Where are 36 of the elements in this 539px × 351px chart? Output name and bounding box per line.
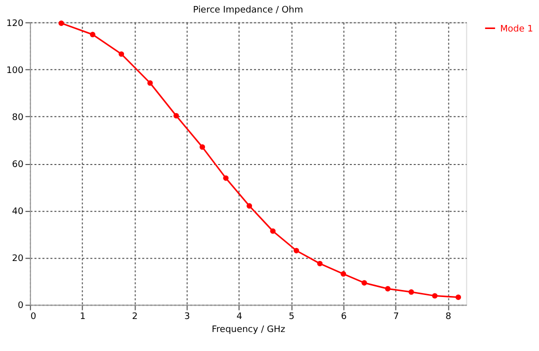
y-tick-label: 0 [18, 301, 24, 312]
point [58, 20, 64, 26]
x-tick-label: 3 [184, 312, 190, 322]
point [456, 294, 462, 300]
point [408, 289, 414, 295]
point [294, 248, 300, 254]
point [200, 144, 206, 150]
y-tick-label: 40 [12, 207, 24, 218]
point [362, 280, 368, 286]
point [246, 203, 252, 209]
x-tick-label: 8 [445, 312, 452, 322]
point [147, 80, 153, 86]
y-tick-label: 60 [12, 160, 24, 170]
y-tick-label: 120 [6, 18, 24, 29]
x-tick-label: 6 [341, 312, 348, 322]
x-axis-title: Frequency / GHz [212, 325, 286, 336]
point [223, 175, 229, 181]
point [118, 51, 124, 57]
x-tick-label: 7 [393, 312, 399, 322]
point [90, 32, 96, 38]
point [317, 260, 323, 266]
point [340, 271, 346, 277]
y-tick-label: 100 [6, 66, 24, 76]
legend-label: Mode 1 [500, 24, 534, 34]
point [173, 112, 179, 118]
point [270, 228, 276, 234]
y-tick-label: 80 [12, 112, 24, 123]
x-tick-label: 4 [236, 312, 243, 322]
x-tick-label: 5 [288, 312, 294, 322]
chart-title: Pierce Impedance / Ohm [192, 5, 304, 16]
x-tick-label: 1 [80, 312, 86, 322]
x-tick-label: 2 [132, 312, 138, 322]
point [432, 293, 438, 299]
y-tick-label: 20 [12, 254, 24, 264]
x-tick-label: 0 [30, 312, 36, 322]
point [385, 286, 391, 292]
